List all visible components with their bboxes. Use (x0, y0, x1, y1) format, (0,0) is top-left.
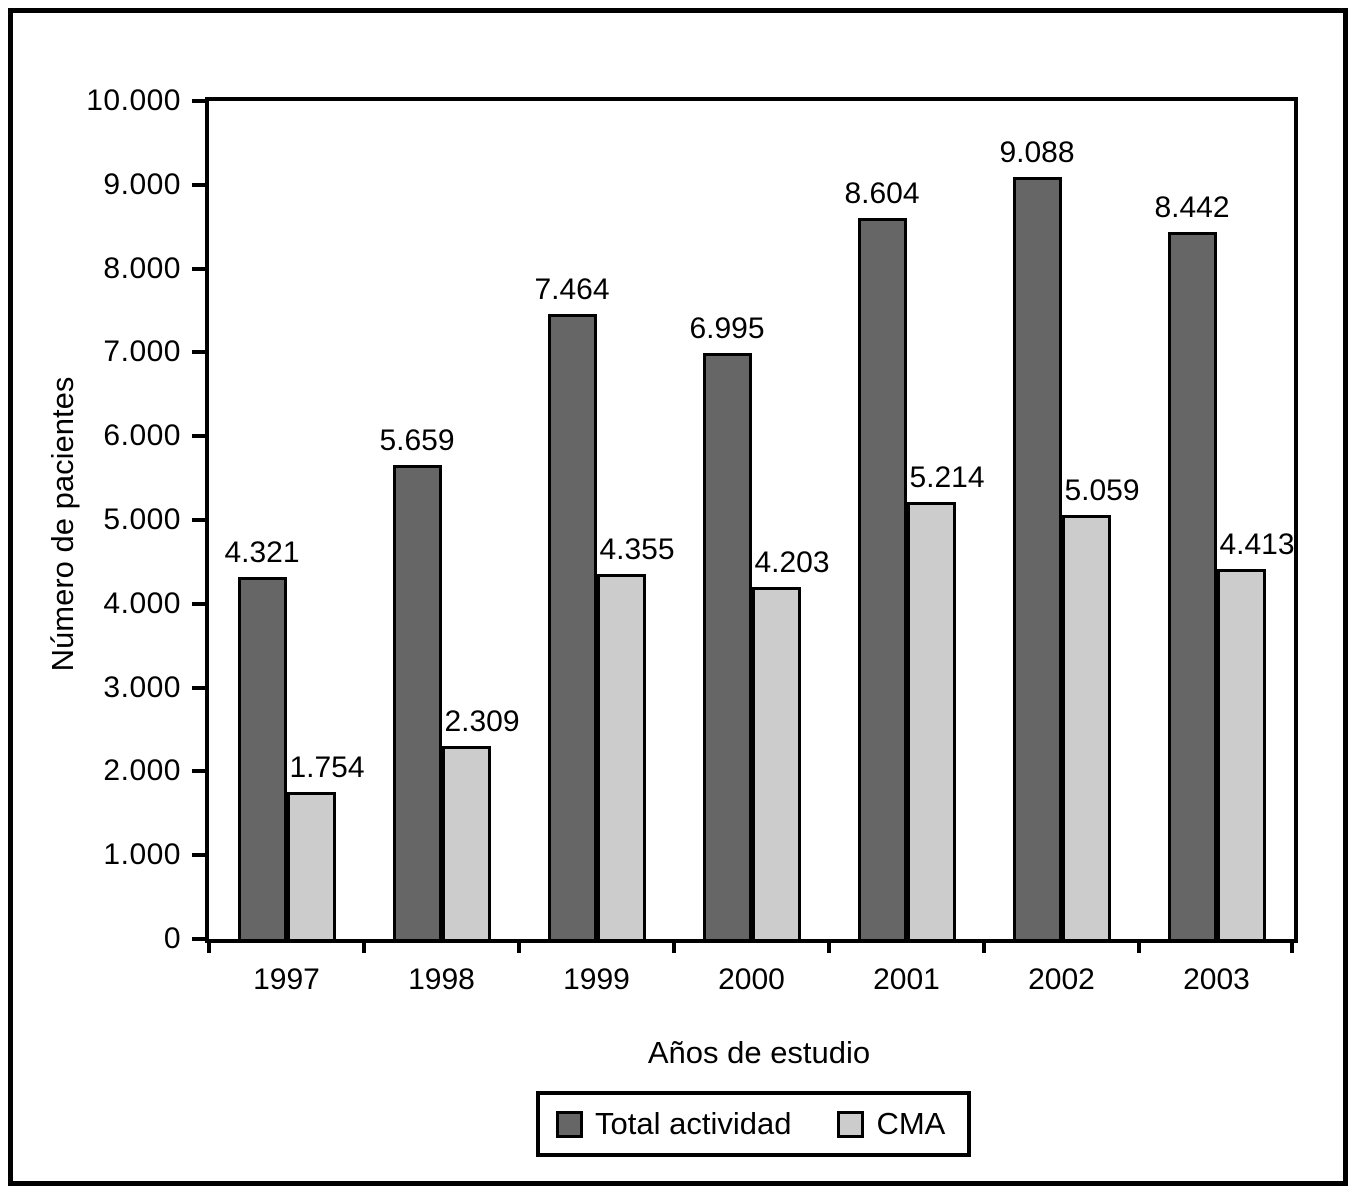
y-axis-tick-label: 0 (163, 922, 181, 955)
y-axis-tick (192, 99, 206, 103)
x-axis-title: Años de estudio (647, 1035, 871, 1070)
x-axis-tick (207, 939, 211, 953)
legend-swatch-total (556, 1110, 583, 1138)
bar-wrap: 8.604 (844, 177, 920, 939)
x-axis-category-label: 1999 (563, 963, 630, 996)
bar-total-2000 (702, 352, 752, 939)
y-axis-tick (192, 518, 206, 522)
x-axis-category-label: 2000 (718, 963, 785, 996)
x-axis-tick (827, 939, 831, 953)
x-axis-category-label: 2001 (873, 963, 940, 996)
bar-value-label: 6.995 (689, 311, 765, 345)
bar-cma-2002 (1061, 515, 1111, 939)
bar-value-label: 5.059 (1064, 474, 1140, 508)
bar-wrap: 4.355 (596, 533, 675, 939)
y-axis-tick-label: 4.000 (103, 586, 181, 620)
y-axis-tick-label: 1.000 (103, 838, 181, 872)
bar-value-label: 4.321 (224, 535, 300, 569)
x-axis-tick (1290, 939, 1294, 953)
bar-cma-2001 (906, 502, 956, 939)
bar-wrap: 9.088 (999, 136, 1075, 939)
y-axis-tick-label: 9.000 (103, 167, 181, 201)
bar-group-1997: 4.321 1.754 (209, 536, 365, 939)
y-axis-tick (192, 601, 206, 606)
bar-wrap: 6.995 (689, 312, 765, 939)
bar-value-label: 4.413 (1219, 528, 1295, 562)
bar-cma-1999 (596, 574, 646, 939)
bar-cma-2003 (1216, 569, 1266, 939)
legend-entry-total: Total actividad (556, 1106, 791, 1142)
bar-wrap: 1.754 (286, 751, 365, 939)
y-axis-tick (192, 350, 206, 355)
bar-cma-1997 (286, 792, 336, 939)
plot-area: Número de pacientes 0 1.000 2.000 3.000 4.00… (45, 85, 1298, 996)
bar-group-2001: 8.604 5.214 (829, 177, 985, 939)
bar-total-1998 (392, 464, 442, 939)
x-axis-category-label: 1998 (408, 963, 475, 996)
bar-group-2003: 8.442 4.413 (1139, 191, 1295, 939)
y-axis-tick (192, 853, 206, 858)
y-axis-tick-label: 2.000 (103, 754, 181, 788)
y-axis-tick (192, 434, 206, 439)
bar-wrap: 2.309 (441, 705, 520, 939)
bar-wrap: 4.413 (1216, 528, 1295, 939)
x-axis-tick (982, 939, 986, 953)
bar-wrap: 4.321 (224, 536, 300, 939)
x-axis-category-label: 1997 (253, 963, 320, 996)
bar-group-1999: 7.464 4.355 (519, 273, 675, 939)
bar-value-label: 4.203 (754, 545, 830, 579)
bar-cma-1998 (441, 745, 491, 939)
y-axis-tick-label: 5.000 (103, 503, 181, 536)
bar-total-1997 (237, 576, 287, 939)
bar-cma-2000 (751, 586, 801, 939)
bar-wrap: 4.203 (751, 546, 830, 939)
x-axis-tick (1137, 939, 1141, 953)
legend: Total actividad CMA (536, 1091, 972, 1157)
legend-entry-cma: CMA (837, 1106, 945, 1142)
legend-label-total: Total actividad (595, 1106, 792, 1141)
bar-wrap: 7.464 (534, 273, 610, 939)
bar-value-label: 8.604 (844, 177, 920, 210)
y-axis-tick (192, 937, 206, 941)
bar-total-2003 (1167, 231, 1217, 939)
bar-wrap: 5.659 (379, 424, 455, 939)
x-axis-tick (672, 939, 676, 953)
bar-value-label: 1.754 (289, 751, 365, 785)
bar-total-1999 (547, 313, 597, 939)
y-axis-tick-label: 8.000 (103, 251, 181, 285)
bar-value-label: 5.659 (379, 423, 455, 457)
y-axis-tick (192, 182, 206, 187)
bar-wrap: 5.059 (1061, 474, 1140, 939)
x-axis-tick (362, 939, 366, 953)
bar-value-label: 8.442 (1154, 190, 1230, 224)
y-axis-tick-label: 6.000 (103, 419, 181, 453)
y-axis-tick (192, 769, 206, 774)
bar-value-label: 7.464 (534, 272, 610, 306)
bar-total-2001 (857, 218, 907, 939)
bar-value-label: 2.309 (444, 704, 520, 738)
bar-group-2002: 9.088 5.059 (984, 136, 1140, 939)
y-axis-tick (192, 266, 206, 271)
bar-group-2000: 6.995 4.203 (674, 312, 830, 939)
bar-wrap: 8.442 (1154, 191, 1230, 939)
legend-swatch-cma (837, 1110, 865, 1138)
x-axis-category-label: 2002 (1028, 963, 1095, 996)
y-axis-tick-label: 3.000 (103, 670, 181, 704)
bar-total-2002 (1012, 177, 1062, 939)
y-axis-tick (192, 685, 206, 690)
bar-value-label: 9.088 (999, 136, 1075, 170)
bar-value-label: 5.214 (909, 461, 985, 495)
bar-group-1998: 5.659 2.309 (364, 424, 520, 939)
legend-label-cma: CMA (876, 1106, 946, 1141)
x-axis-tick (517, 939, 521, 953)
x-axis-category-label: 2003 (1183, 963, 1250, 996)
bar-value-label: 4.355 (599, 533, 675, 567)
figure-frame: Número de pacientes 0 1.000 2.000 3.000 4.00… (8, 8, 1348, 1186)
y-axis-tick-label: 7.000 (103, 335, 181, 369)
bar-wrap: 5.214 (906, 461, 985, 939)
y-axis-tick-label: 10.000 (86, 84, 181, 117)
